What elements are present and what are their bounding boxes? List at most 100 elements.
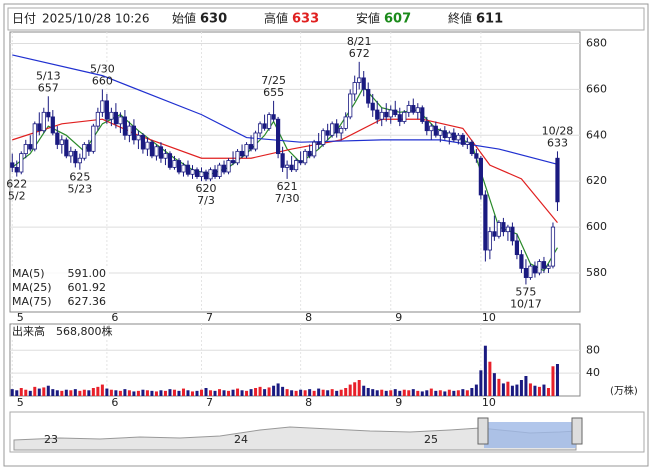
volume-bar	[231, 389, 235, 396]
volume-bar	[51, 389, 55, 396]
annotation-date: 10/17	[510, 297, 542, 310]
volume-bar	[492, 373, 496, 396]
y-tick-label: 580	[586, 266, 607, 279]
volume-bar	[64, 389, 68, 396]
volume-bar	[542, 384, 546, 396]
navigator-handle-left[interactable]	[477, 417, 489, 445]
volume-bar	[357, 380, 361, 396]
navigator-label: 25	[424, 433, 438, 446]
volume-bar	[362, 385, 366, 396]
annotation-date: 5/2	[8, 190, 26, 203]
volume-bar	[519, 380, 523, 396]
volume-bar	[447, 389, 451, 396]
volume-bar	[105, 388, 109, 396]
candle-body	[176, 160, 182, 173]
x-tick-label: 9	[395, 396, 402, 409]
volume-bar	[420, 391, 424, 396]
annotation-date: 7/30	[275, 192, 300, 205]
candle-body	[167, 153, 173, 168]
volume-bar	[245, 390, 249, 396]
volume-bar	[416, 390, 420, 396]
volume-bar	[159, 390, 163, 396]
candle-body	[541, 261, 547, 269]
legend-value: 591.00	[68, 267, 107, 280]
volume-bar	[339, 389, 343, 396]
candle-body	[181, 164, 186, 173]
candle-body	[158, 146, 164, 159]
candle-body	[546, 265, 551, 269]
annotation-date: 8/21	[347, 35, 372, 48]
annotation-price: 622	[6, 178, 27, 191]
candle-body	[266, 114, 272, 129]
candle-body	[438, 130, 443, 136]
volume-bar	[470, 388, 474, 396]
annotation-date: 5/30	[90, 62, 115, 75]
candle-body	[163, 153, 168, 159]
candle-body	[221, 164, 227, 173]
volume-bar	[37, 388, 41, 396]
candle-body	[469, 141, 474, 155]
candle-body	[82, 144, 87, 159]
volume-bar	[258, 386, 262, 396]
volume-bar	[82, 389, 86, 396]
volume-bar	[555, 364, 559, 396]
candle-body	[41, 111, 46, 132]
candle-body	[280, 153, 285, 168]
candle-body	[550, 226, 556, 267]
volume-bar	[132, 391, 136, 396]
volume-bar	[546, 388, 550, 396]
candle-body	[91, 125, 96, 152]
candle-body	[28, 144, 33, 150]
legend-box	[11, 266, 109, 310]
volume-bar	[276, 383, 280, 396]
navigator-range[interactable]	[484, 422, 576, 448]
candle-body	[442, 130, 447, 138]
annotation-price: 660	[92, 74, 113, 87]
candle-body	[483, 194, 488, 251]
candle-body	[271, 114, 276, 120]
candle-body	[451, 132, 456, 141]
date: 2025/10/28 10:26	[42, 12, 150, 26]
candle-body	[496, 222, 501, 237]
candle-body	[537, 261, 542, 274]
volume-bar	[479, 370, 483, 396]
volume-bar	[236, 388, 240, 396]
volume-bar	[96, 386, 100, 396]
candle-body	[370, 102, 375, 111]
volume-bar	[190, 391, 194, 396]
volume-bar	[443, 391, 447, 396]
volume-now: 568,800株	[56, 324, 113, 338]
volume-title-box	[11, 325, 121, 338]
volume-bar	[384, 390, 388, 396]
candle-body	[303, 150, 308, 164]
volume-bar	[294, 390, 298, 396]
volume-bar	[263, 389, 267, 396]
candle-body	[474, 153, 479, 159]
candle-body	[501, 222, 506, 233]
candle-body	[140, 134, 146, 150]
candle-body	[199, 171, 204, 177]
high-label: 高値	[264, 11, 288, 26]
candle-body	[194, 169, 200, 177]
annotation-date: 7/25	[261, 74, 286, 87]
date-label: 日付	[12, 12, 36, 26]
volume-bar	[524, 376, 528, 396]
annotation-date: 7/3	[197, 194, 215, 207]
candle-body	[55, 132, 60, 145]
candle-body	[154, 146, 159, 157]
candle-body	[555, 157, 560, 203]
legend-name: MA(75)	[12, 295, 52, 308]
volume-bar	[254, 388, 258, 396]
candle-body	[406, 105, 411, 113]
candle-body	[420, 107, 425, 122]
volume-bar	[163, 390, 167, 396]
volume-bar	[267, 387, 271, 396]
low: 607	[384, 12, 411, 27]
volume-bar	[109, 389, 113, 396]
volume-bar	[78, 390, 82, 396]
navigator-handle-right[interactable]	[571, 417, 583, 445]
candle-body	[510, 226, 515, 242]
volume-bar	[281, 386, 285, 396]
candle-body	[244, 144, 249, 157]
volume-bar	[506, 381, 510, 396]
